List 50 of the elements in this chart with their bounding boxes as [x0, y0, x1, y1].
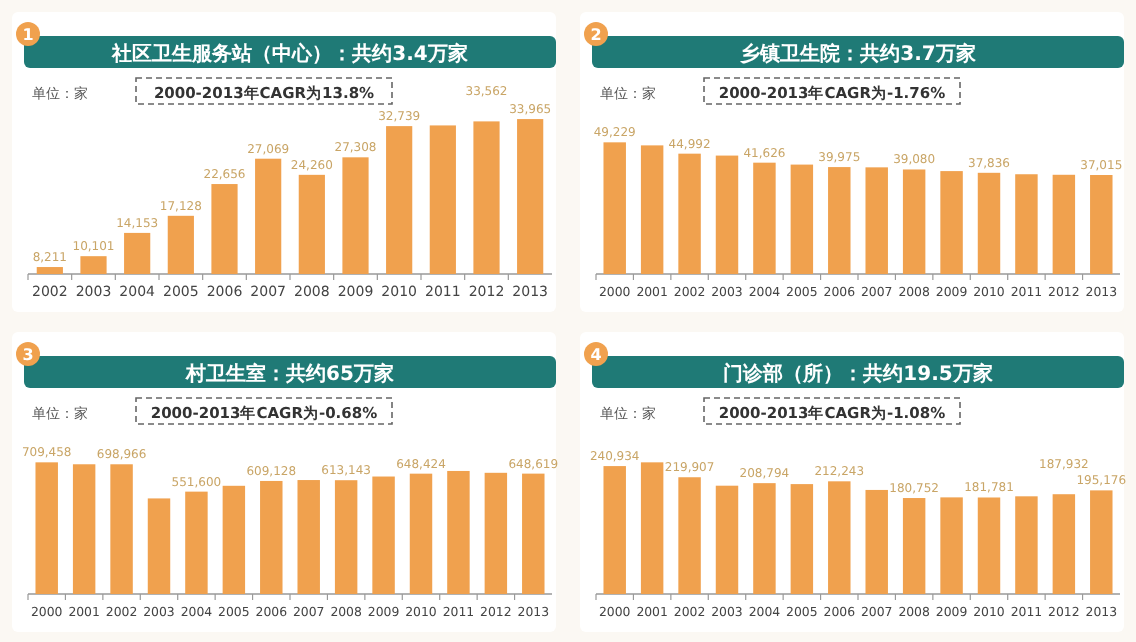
bar — [409, 473, 433, 594]
bar — [902, 169, 926, 274]
bar — [790, 484, 814, 594]
chart-title: 门诊部（所）：共约19.5万家 — [723, 362, 993, 386]
text: 4 — [590, 346, 603, 364]
bar — [522, 473, 545, 594]
bar — [1052, 174, 1076, 274]
chart-title: 村卫生室：共约65万家 — [184, 362, 394, 386]
bar — [715, 155, 739, 274]
bar — [790, 164, 814, 274]
bar — [753, 483, 776, 594]
bar — [678, 477, 701, 594]
bar — [603, 466, 626, 594]
bar — [1090, 175, 1113, 274]
bar — [372, 476, 395, 594]
bar — [147, 498, 171, 594]
bar — [1015, 496, 1038, 594]
bar — [297, 480, 320, 594]
bar — [902, 498, 926, 594]
bar — [640, 462, 664, 594]
bar — [753, 162, 776, 274]
bar — [865, 489, 888, 594]
bar — [1090, 490, 1113, 594]
bar — [447, 470, 470, 594]
bar — [715, 485, 739, 594]
bar — [260, 480, 283, 594]
bar — [1052, 494, 1076, 594]
chart-title: 乡镇卫生院：共约3.7万家 — [740, 42, 976, 66]
bar — [940, 171, 963, 274]
bar — [603, 142, 626, 274]
bar — [1015, 174, 1038, 274]
text: 2 — [590, 26, 602, 44]
bar — [865, 167, 888, 274]
bar — [110, 464, 133, 594]
bar — [35, 462, 58, 594]
bar — [334, 480, 358, 594]
bar — [484, 472, 508, 594]
bar — [222, 485, 246, 594]
bar — [640, 145, 664, 274]
bar — [940, 497, 963, 594]
chart-title: 社区卫生服务站（中心）：共约3.4万家 — [110, 42, 468, 66]
bar — [828, 481, 851, 594]
bar — [678, 153, 701, 274]
bar — [828, 167, 851, 274]
text: 1 — [22, 26, 35, 44]
bar — [977, 172, 1001, 274]
bar — [977, 497, 1001, 594]
bar — [185, 491, 208, 594]
text: 3 — [22, 346, 34, 364]
bar — [72, 464, 96, 594]
